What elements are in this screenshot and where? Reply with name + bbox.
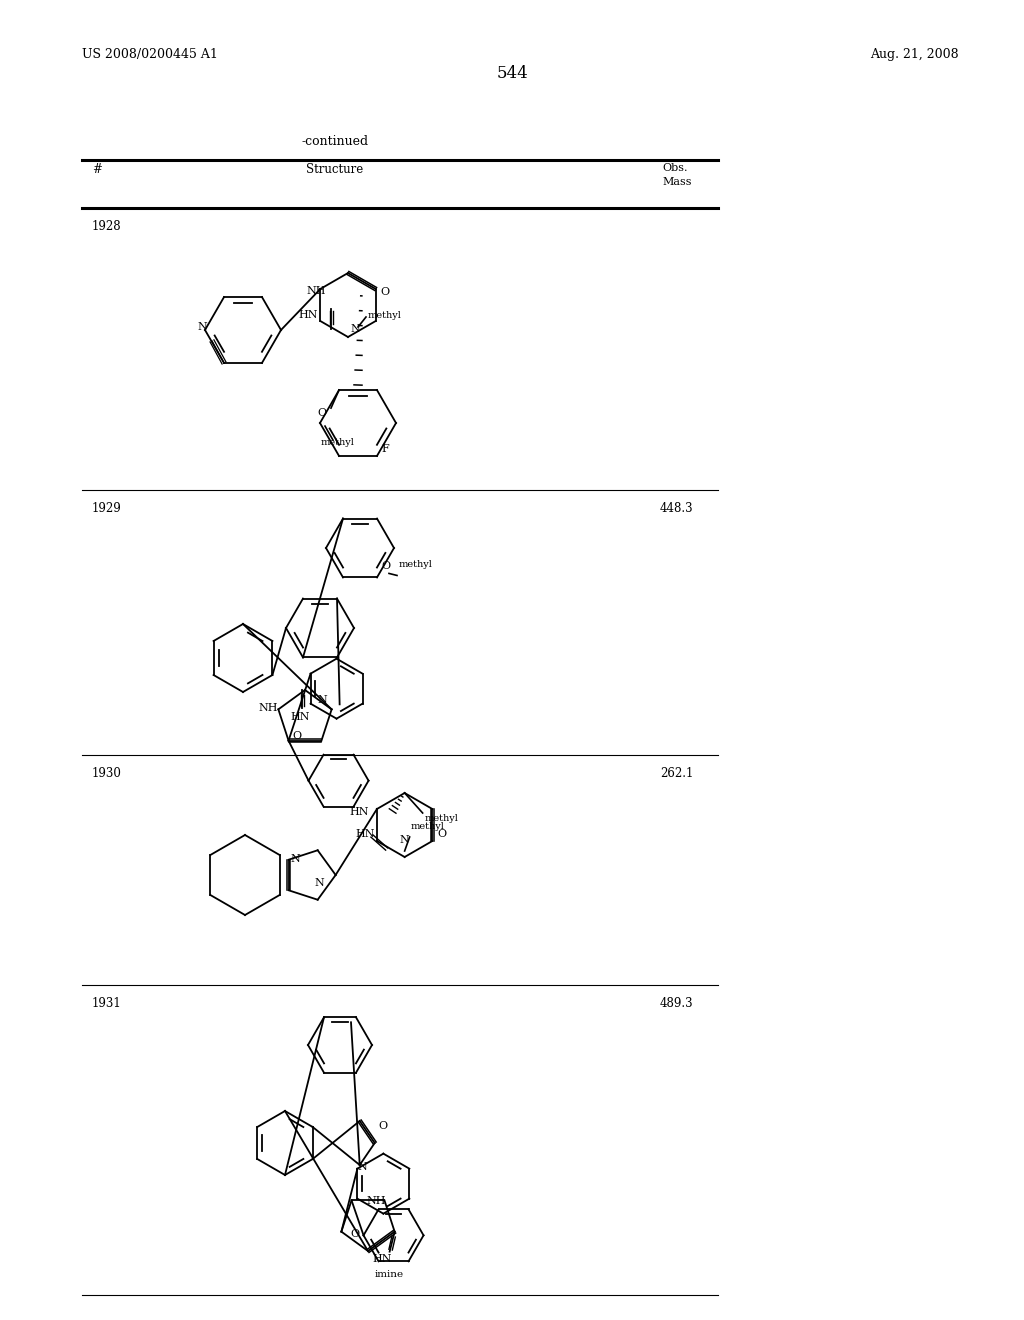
Text: O: O [317,408,326,418]
Text: Structure: Structure [306,162,364,176]
Text: 489.3: 489.3 [660,997,693,1010]
Text: 1929: 1929 [92,502,122,515]
Text: N: N [357,1162,368,1172]
Text: O: O [381,286,390,297]
Text: NH: NH [258,704,278,713]
Text: 1931: 1931 [92,997,122,1010]
Text: O: O [379,1121,388,1131]
Text: O: O [350,1229,359,1239]
Text: HN: HN [349,807,369,817]
Text: O: O [293,731,302,741]
Text: methyl: methyl [411,822,444,832]
Text: HN: HN [298,310,317,319]
Text: imine: imine [375,1270,403,1279]
Text: NH: NH [367,1196,386,1206]
Text: Mass: Mass [662,177,691,187]
Text: N: N [399,836,410,845]
Text: #: # [92,162,101,176]
Text: Aug. 21, 2008: Aug. 21, 2008 [870,48,958,61]
Text: O: O [437,829,446,840]
Text: methyl: methyl [425,814,459,822]
Text: 544: 544 [496,65,528,82]
Text: Obs.: Obs. [662,162,687,173]
Text: methyl: methyl [368,310,401,319]
Text: methyl: methyl [321,438,355,447]
Text: -continued: -continued [301,135,369,148]
Text: N: N [291,854,300,863]
Text: NH: NH [306,286,326,296]
Text: methyl: methyl [399,561,433,569]
Text: N: N [198,322,207,331]
Text: HN: HN [290,711,309,722]
Text: O: O [381,561,390,572]
Text: 262.1: 262.1 [660,767,693,780]
Text: N: N [314,878,325,888]
Text: N: N [350,323,359,334]
Text: F: F [381,444,389,454]
Text: 1928: 1928 [92,220,122,234]
Text: N: N [317,696,328,705]
Text: US 2008/0200445 A1: US 2008/0200445 A1 [82,48,218,61]
Text: HN: HN [355,829,375,840]
Text: 1930: 1930 [92,767,122,780]
Text: HN: HN [373,1254,392,1263]
Text: 448.3: 448.3 [660,502,693,515]
